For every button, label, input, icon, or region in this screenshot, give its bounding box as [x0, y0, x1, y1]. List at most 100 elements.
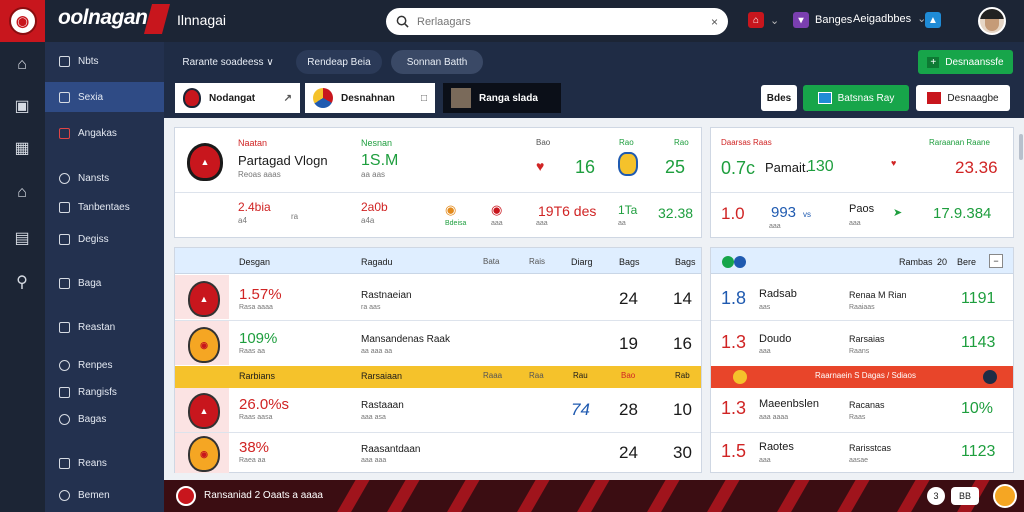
sidebar-item-12[interactable]: Reans — [45, 448, 164, 478]
subnav-pill-3[interactable]: Sonnan Batth — [391, 50, 483, 74]
sidebar: Nbts Sexia Angakas Nansts Tanbentaes Deg… — [45, 42, 164, 512]
sidebar-item-9[interactable]: Renpes — [45, 350, 164, 380]
tab-2[interactable]: Desnahnan □ — [305, 83, 435, 113]
stat-value: 130 — [807, 158, 834, 175]
side-stats-card[interactable]: Daarsas Raas Raraanan Raane 0.7c Pamait.… — [710, 127, 1014, 238]
column-header: Bata — [483, 257, 500, 266]
search-bar[interactable]: × — [386, 8, 728, 35]
crest-icon — [983, 370, 997, 384]
subnav-pill-2[interactable]: Rendeap Beia — [296, 50, 382, 74]
grid-icon[interactable]: ▦ — [14, 140, 30, 157]
row-value: 1.5 — [721, 441, 747, 461]
highlight-row[interactable] — [175, 366, 701, 388]
divider — [711, 192, 1013, 193]
row-name[interactable]: Rastaaan — [361, 400, 404, 411]
footer-bar — [164, 480, 1024, 512]
highlight-row[interactable] — [711, 366, 1013, 388]
sidebar-item-4[interactable]: Nansts — [45, 163, 164, 193]
sidebar-item-13[interactable]: Bemen — [45, 480, 164, 510]
row-subtitle: aaa aaaa — [759, 414, 789, 421]
sidebar-item-label: Sexia — [78, 91, 104, 103]
row-value: 28 — [619, 400, 638, 419]
team-crest-icon: ▲ — [188, 393, 220, 429]
sidebar-item-label: Renpes — [78, 359, 113, 371]
row-name[interactable]: Raasantdaan — [361, 444, 421, 455]
red-action-button[interactable]: Desnaagbe — [916, 85, 1010, 111]
green-action-button[interactable]: Batsnas Ray — [803, 85, 909, 111]
sidebar-item-8[interactable]: Reastan — [45, 312, 164, 342]
row-name[interactable]: Radsab — [759, 288, 797, 300]
row-value: 14 — [673, 289, 692, 308]
row-value: 1.3 — [721, 332, 747, 352]
stat-value: 25 — [665, 157, 686, 177]
row-team: Renaa M Rian — [849, 290, 907, 300]
logo-icon: ◉ — [8, 7, 37, 35]
sidebar-item-10[interactable]: Rangisfs — [45, 377, 164, 407]
chart-icon — [59, 277, 70, 289]
row-name[interactable]: Mansandenas Raak — [361, 334, 450, 345]
tab-3[interactable]: Ranga slada — [443, 83, 561, 113]
app-logo[interactable]: ◉ — [0, 0, 45, 42]
notifications-button[interactable]: ▲ — [925, 12, 941, 28]
image-icon[interactable]: ▣ — [14, 98, 30, 115]
footer-badge[interactable]: BB — [951, 487, 979, 505]
avatar[interactable] — [978, 7, 1006, 35]
globe-icon — [59, 359, 70, 371]
row-name[interactable]: Doudo — [759, 333, 792, 345]
home-alert-button[interactable]: ⌂ ⌄ — [748, 12, 779, 28]
sidebar-item-label: Reastan — [78, 321, 116, 333]
stat-subtitle: vs — [803, 210, 811, 219]
list-icon — [59, 55, 70, 67]
team-crest-icon — [618, 152, 638, 176]
highlight-label: Rau — [573, 371, 588, 380]
search-input[interactable] — [417, 15, 711, 28]
divider — [711, 320, 1013, 321]
row-name[interactable]: Maeenbslen — [759, 398, 819, 410]
tab-1[interactable]: Nodangat ↗ — [175, 83, 300, 113]
stat-value: 17.9.384 — [933, 205, 992, 222]
stat-value: 2a0b — [361, 200, 388, 214]
row-subtitle: ra aas — [361, 304, 381, 311]
stat-value: 23.36 — [955, 158, 998, 177]
collapse-button[interactable]: − — [989, 254, 1003, 268]
tag-icon — [59, 386, 70, 398]
filter-dropdown[interactable]: Rarante soadeess ∨ — [172, 50, 284, 74]
search-icon — [396, 15, 409, 28]
status-dot-icon — [722, 256, 734, 268]
sidebar-item-3[interactable]: Angakas — [45, 118, 164, 148]
button-label: Bdes — [766, 92, 792, 104]
row-value: 19 — [619, 334, 638, 353]
small-action-button[interactable]: Bdes — [761, 85, 797, 111]
plus-icon: + — [927, 56, 940, 68]
footer-badge[interactable]: 3 — [927, 487, 945, 505]
table-icon[interactable]: ▤ — [14, 230, 30, 247]
building-icon[interactable]: ⌂ — [17, 184, 27, 201]
row-subtitle: Raea aa — [239, 457, 266, 464]
account-label: Aeigadbbes — [853, 12, 912, 25]
sidebar-item-11[interactable]: Bagas — [45, 404, 164, 434]
account-menu[interactable]: Aeigadbbes ⌄ — [853, 12, 926, 26]
brand-name: oolnagan — [58, 6, 148, 29]
sidebar-item-5[interactable]: Tanbentaes — [45, 192, 164, 222]
clear-icon[interactable]: × — [710, 14, 718, 29]
sidebar-item-1[interactable]: Nbts — [45, 46, 164, 76]
search-icon[interactable]: ⚲ — [16, 274, 28, 291]
sidebar-item-label: Degiss — [78, 233, 109, 245]
sidebar-item-2[interactable]: Sexia — [45, 82, 164, 112]
home-icon[interactable]: ⌂ — [17, 56, 27, 73]
team-crest-icon[interactable] — [993, 484, 1017, 508]
team-crest-icon: ◉ — [188, 327, 220, 363]
scrollbar[interactable] — [1019, 134, 1023, 160]
top-right-button[interactable]: + Desnaanssfe — [918, 50, 1013, 74]
row-percent: 26.0%s — [239, 396, 290, 413]
sidebar-item-label: Nansts — [78, 172, 110, 184]
row-name[interactable]: Rastnaeian — [361, 290, 412, 301]
sidebar-item-6[interactable]: Degiss — [45, 224, 164, 254]
flag-icon — [59, 127, 70, 139]
row-subtitle: Raas — [849, 414, 866, 421]
leagues-menu[interactable]: ▾ Banges — [793, 12, 852, 28]
matches-table: Desgan Ragadu Bata Rais Diarg Bags Bags … — [174, 247, 702, 473]
row-name[interactable]: Raotes — [759, 441, 794, 453]
sidebar-item-7[interactable]: Baga — [45, 268, 164, 298]
featured-match-card[interactable]: ▲ Naatan Partagad Vlogn Reoas aaas Nesna… — [174, 127, 702, 238]
